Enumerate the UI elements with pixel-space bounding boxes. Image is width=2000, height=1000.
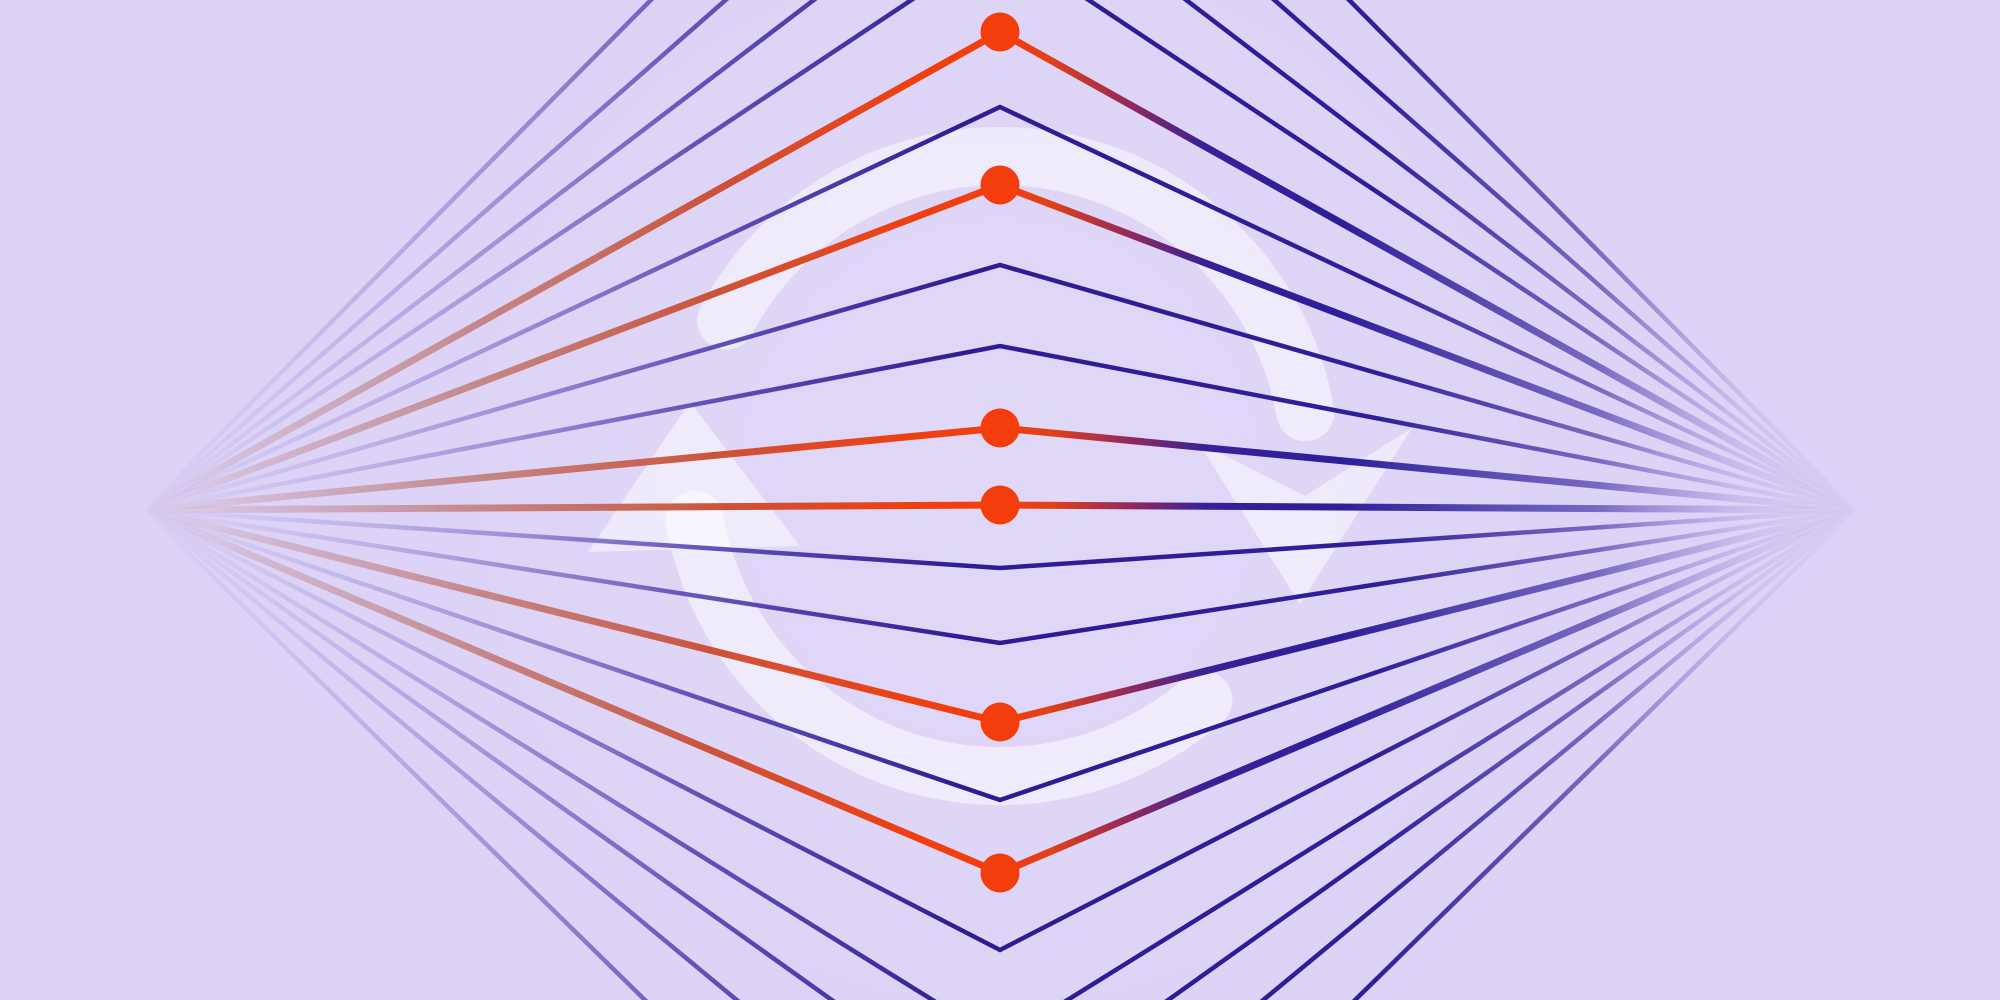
vertex-dot (980, 485, 1020, 525)
vertex-dot (980, 12, 1020, 52)
perspective-line-dark (144, 507, 1856, 803)
perspective-line-dark (143, 0, 1857, 512)
down-arrowhead-icon (1198, 428, 1412, 604)
vertex-dot (980, 165, 1020, 205)
perspective-line-dark (143, 0, 1857, 512)
vertex-dots (980, 12, 1020, 893)
sync-arc-bottom (665, 490, 1233, 806)
perspective-line-dark (144, 507, 1856, 571)
sync-arc-top (697, 127, 1335, 442)
perspective-line-dark (143, 508, 1857, 1000)
perspective-line-dark (143, 0, 1857, 512)
perspective-line-dark (143, 507, 1857, 953)
perspective-line-dark (144, 262, 1856, 513)
perspective-line-dark (143, 508, 1857, 1000)
perspective-line-dark (143, 508, 1857, 1000)
perspective-line-dark (144, 507, 1856, 646)
perspective-line-dark (144, 343, 1856, 513)
vertex-dot (980, 702, 1020, 742)
vertex-dot (980, 853, 1020, 893)
sync-refresh-icon (588, 127, 1412, 806)
vertex-dot (980, 408, 1020, 448)
perspective-line-dark (144, 104, 1856, 513)
perspective-line-dark (143, 508, 1857, 1000)
up-arrowhead-icon (588, 402, 800, 552)
perspective-line-dark (143, 0, 1857, 512)
